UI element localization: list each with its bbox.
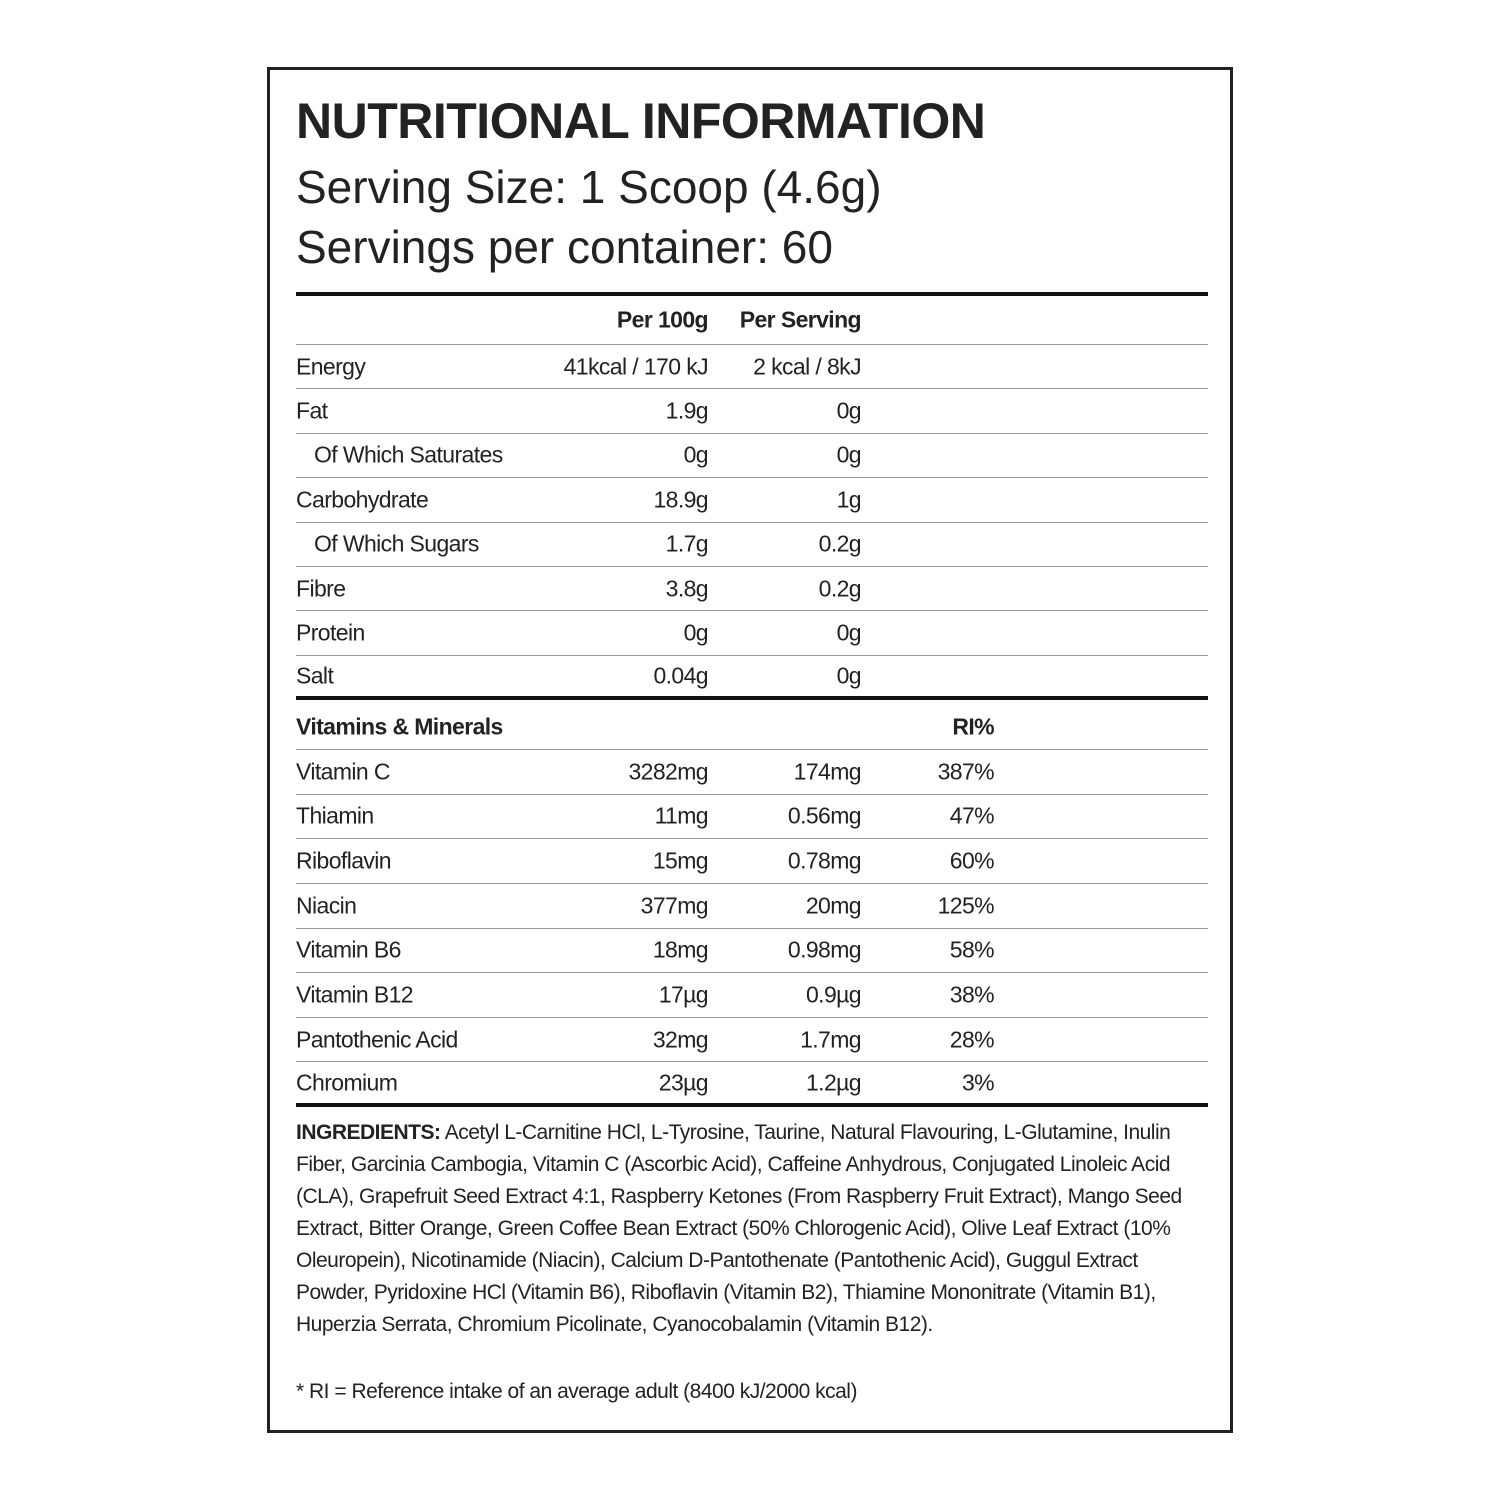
label-border xyxy=(267,67,1233,1433)
value: 0g xyxy=(683,441,709,468)
value: 3.8g xyxy=(665,575,709,602)
servings-per-container: Servings per container: 60 xyxy=(296,221,833,273)
nutrition-row: Energy 41kcal / 170 kJ 2 kcal / 8kJ xyxy=(296,345,1208,390)
value: 1.7g xyxy=(665,530,709,557)
vitamin-row: Chromium 23µg 1.2µg 3% xyxy=(296,1062,1208,1107)
nutrient-name: Protein xyxy=(296,619,365,646)
value: 174mg xyxy=(793,758,862,785)
value: 1.2µg xyxy=(805,1069,862,1096)
value: 0.2g xyxy=(818,575,862,602)
value: 11mg xyxy=(654,802,709,829)
value: 41kcal / 170 kJ xyxy=(563,353,709,380)
nutrient-name: Of Which Sugars xyxy=(314,530,479,557)
nutrition-row: Salt 0.04g 0g xyxy=(296,656,1208,700)
value: 0g xyxy=(836,662,862,689)
table-header: Per 100g Per Serving xyxy=(296,296,1208,345)
value: 15mg xyxy=(652,847,709,874)
vitamin-row: Vitamin B12 17µg 0.9µg 38% xyxy=(296,973,1208,1018)
vitamin-name: Vitamin B12 xyxy=(296,981,414,1008)
vitamin-row: Vitamin C 3282mg 174mg 387% xyxy=(296,750,1208,795)
value: 3282mg xyxy=(628,758,708,785)
vitamin-name: Chromium xyxy=(296,1069,398,1096)
value: 1.9g xyxy=(665,397,709,424)
vitamin-row: Pantothenic Acid 32mg 1.7mg 28% xyxy=(296,1018,1208,1063)
column-header: Per 100g xyxy=(616,306,709,333)
value: 0.78mg xyxy=(787,847,862,874)
nutrition-row: Fibre 3.8g 0.2g xyxy=(296,567,1208,612)
section-header: Vitamins & Minerals xyxy=(296,713,503,739)
vitamins-header: Vitamins & Minerals RI% xyxy=(296,704,1208,750)
nutrition-row: Fat 1.9g 0g xyxy=(296,389,1208,434)
vitamin-name: Niacin xyxy=(296,892,357,919)
value: 0.2g xyxy=(818,530,862,557)
value: 20mg xyxy=(805,892,862,919)
nutrition-row: Of Which Sugars 1.7g 0.2g xyxy=(296,523,1208,567)
value: 0g xyxy=(836,619,862,646)
value: 0g xyxy=(836,441,862,468)
vitamin-name: Thiamin xyxy=(296,802,374,829)
vitamin-row: Riboflavin 15mg 0.78mg 60% xyxy=(296,839,1208,884)
ingredients-text: Acetyl L-Carnitine HCl, L-Tyrosine, Taur… xyxy=(296,1121,1182,1336)
column-header: Per Serving xyxy=(739,306,862,333)
value: 1.7mg xyxy=(800,1026,862,1053)
nutrient-name: Energy xyxy=(296,353,366,380)
value: 0g xyxy=(683,619,709,646)
value: 60% xyxy=(949,847,995,874)
rule xyxy=(296,292,1208,296)
ingredients: INGREDIENTS: Acetyl L-Carnitine HCl, L-T… xyxy=(296,1117,1191,1341)
value: 0.04g xyxy=(653,662,708,689)
value: 0.9µg xyxy=(805,981,862,1008)
value: 28% xyxy=(949,1026,995,1053)
value: 387% xyxy=(937,758,995,785)
value: 47% xyxy=(949,802,995,829)
vitamin-row: Niacin 377mg 20mg 125% xyxy=(296,884,1208,929)
value: 23µg xyxy=(658,1069,709,1096)
nutrient-name: Salt xyxy=(296,662,334,689)
value: 17µg xyxy=(658,981,709,1008)
vitamin-name: Vitamin C xyxy=(296,758,390,785)
value: 3% xyxy=(961,1069,995,1096)
value: 58% xyxy=(949,936,995,963)
nutrition-row: Of Which Saturates 0g 0g xyxy=(296,434,1208,479)
nutrient-name: Carbohydrate xyxy=(296,486,429,513)
value: 0.98mg xyxy=(787,936,862,963)
ingredients-label: INGREDIENTS: xyxy=(296,1121,441,1144)
nutrient-name: Fibre xyxy=(296,575,346,602)
value: 18.9g xyxy=(653,486,708,513)
footnote: * RI = Reference intake of an average ad… xyxy=(296,1380,857,1403)
vitamin-row: Thiamin 11mg 0.56mg 47% xyxy=(296,795,1208,840)
value: 0.56mg xyxy=(787,802,862,829)
value: 32mg xyxy=(652,1026,709,1053)
value: 1g xyxy=(836,486,862,513)
serving-size: Serving Size: 1 Scoop (4.6g) xyxy=(296,161,882,213)
value: 38% xyxy=(949,981,995,1008)
value: 377mg xyxy=(640,892,709,919)
value: 125% xyxy=(937,892,995,919)
vitamin-name: Pantothenic Acid xyxy=(296,1026,458,1053)
vitamin-name: Riboflavin xyxy=(296,847,392,874)
nutrient-name: Of Which Saturates xyxy=(314,441,503,468)
value: 0g xyxy=(836,397,862,424)
vitamin-name: Vitamin B6 xyxy=(296,936,401,963)
vitamin-row: Vitamin B6 18mg 0.98mg 58% xyxy=(296,929,1208,974)
value: 2 kcal / 8kJ xyxy=(753,353,861,380)
nutrition-row: Protein 0g 0g xyxy=(296,611,1208,656)
column-header: RI% xyxy=(952,713,994,739)
value: 18mg xyxy=(652,936,709,963)
nutrient-name: Fat xyxy=(296,397,328,424)
title: NUTRITIONAL INFORMATION xyxy=(296,93,986,149)
nutrition-row: Carbohydrate 18.9g 1g xyxy=(296,478,1208,523)
